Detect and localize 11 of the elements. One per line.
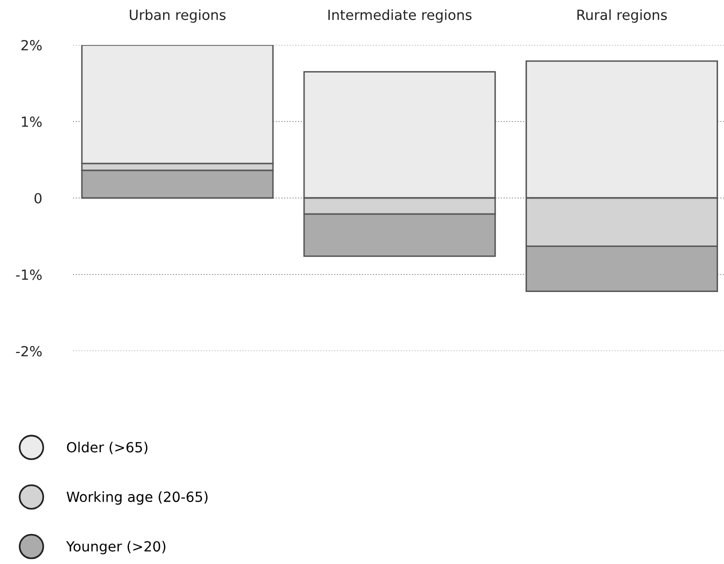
legend-label: Working age (20-65)	[66, 491, 208, 505]
y-tick-label: 0	[34, 192, 42, 204]
y-tick-label: -1%	[16, 269, 42, 280]
legend-label: Younger (>20)	[66, 540, 166, 554]
y-tick-label: 2%	[21, 40, 42, 50]
y-tick-label: -2%	[16, 346, 42, 356]
y-tick-label: 1%	[22, 116, 42, 127]
x-tick-label: Intermediate regions	[328, 9, 472, 23]
legend-label: Older (>65)	[66, 442, 148, 454]
x-tick-label: Rural regions	[577, 9, 667, 23]
x-tick-label: Urban regions	[130, 9, 226, 23]
